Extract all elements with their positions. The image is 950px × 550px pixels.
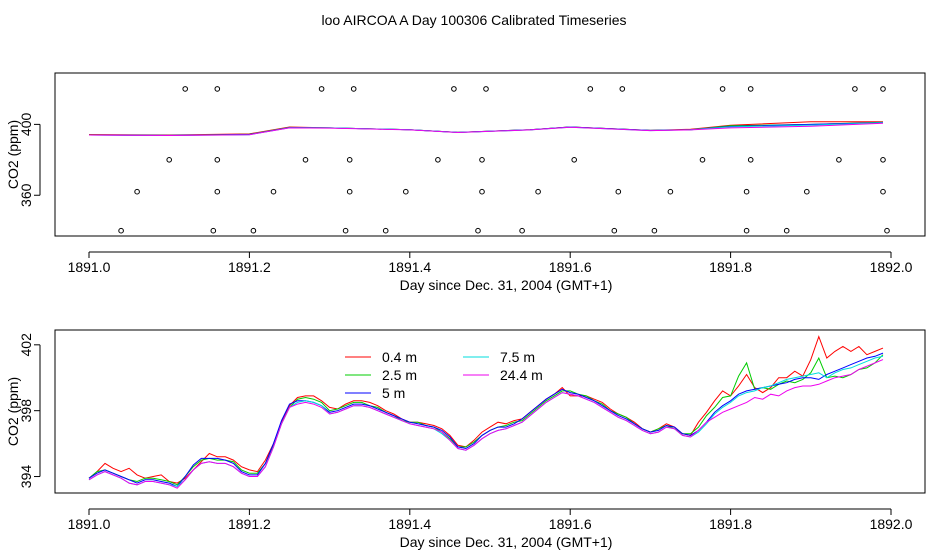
x-tick-label: 1891.2 [228,516,271,532]
x-tick-label: 1891.2 [228,259,271,275]
series-line-7-5-m [88,355,884,487]
data-point [852,86,858,92]
data-point [318,86,325,92]
data-point [619,86,626,92]
legend-label-7-5-m: 7.5 m [500,349,535,365]
x-tick-label: 1891.8 [709,516,752,532]
series-line-4 [88,122,884,137]
data-point [880,188,886,195]
y-tick-label: 360 [18,183,34,207]
x-tick-label: 1891.0 [68,516,111,532]
y-tick-label: 402 [18,333,34,357]
series-line-3 [88,122,884,136]
data-point [214,157,221,163]
data-point [403,188,409,195]
figure-title: loo AIRCOA A Day 100306 Calibrated Times… [321,12,626,28]
data-point [214,86,221,92]
data-point [302,157,309,163]
data-point [747,157,754,163]
y-axis-label: CO2 (ppm) [5,120,21,189]
data-point [270,188,277,195]
data-point [880,86,886,92]
plot-frame [54,72,926,237]
data-point [743,227,750,234]
data-point [884,227,890,234]
series-line-0-4-m [88,335,884,484]
data-point [435,157,441,163]
data-point [699,157,706,163]
data-point [747,86,754,92]
data-point [587,86,594,92]
data-point [342,227,349,234]
data-point [182,86,188,92]
legend-label-5-m: 5 m [382,385,405,401]
y-tick-label: 398 [18,399,34,423]
data-point [783,227,790,234]
top-chart-panel: 1891.0 1891.2 1891.4 1891.6 1891.8 1892.0 Day … [5,72,926,293]
legend-label-24-4-m: 24.4 m [500,367,543,383]
data-point [214,188,221,195]
series-line-1 [88,121,883,136]
data-point [134,188,140,195]
data-point [475,227,481,234]
data-point [451,86,457,92]
data-point [836,157,842,163]
data-point [166,157,172,163]
data-point [880,157,886,163]
series-line-24-4-m [88,359,884,489]
data-point [118,227,124,234]
data-point [719,86,726,92]
data-point [250,227,257,234]
series-line-5 [88,122,884,137]
data-point [346,157,353,163]
series-line-2-5-m [88,354,884,486]
data-point [483,86,489,92]
y-tick-label: 400 [18,112,34,136]
data-point [611,227,618,234]
x-tick-label: 1892.0 [870,259,913,275]
data-point [382,227,389,234]
plot-frame [54,329,926,494]
data-point [804,188,810,195]
x-tick-label: 1892.0 [870,516,913,532]
data-point [535,188,541,195]
x-tick-label: 1891.8 [709,259,752,275]
data-point [479,188,485,195]
y-tick-label: 394 [18,465,34,489]
data-point [667,188,674,195]
data-point [210,227,217,234]
legend-label-0-4-m: 0.4 m [382,349,417,365]
x-axis-label: Day since Dec. 31, 2004 (GMT+1) [400,534,613,550]
data-point [346,188,353,195]
x-tick-label: 1891.0 [68,259,111,275]
data-point [350,86,357,92]
x-tick-label: 1891.4 [388,259,431,275]
x-axis-label: Day since Dec. 31, 2004 (GMT+1) [400,277,613,293]
bottom-chart-panel: 1891.0 1891.2 1891.4 1891.6 1891.8 1892.0 Day … [5,329,926,550]
data-point [519,227,525,234]
x-tick-label: 1891.6 [549,516,592,532]
data-point [571,157,578,163]
legend-label-2-5-m: 2.5 m [382,367,417,383]
data-point [615,188,622,195]
series-line-5-m [88,352,884,488]
data-point [479,157,485,163]
x-tick-label: 1891.4 [388,516,431,532]
x-tick-label: 1891.6 [549,259,592,275]
y-axis-label: CO2 (ppm) [5,377,21,446]
data-point [651,227,658,234]
data-point [743,188,750,195]
